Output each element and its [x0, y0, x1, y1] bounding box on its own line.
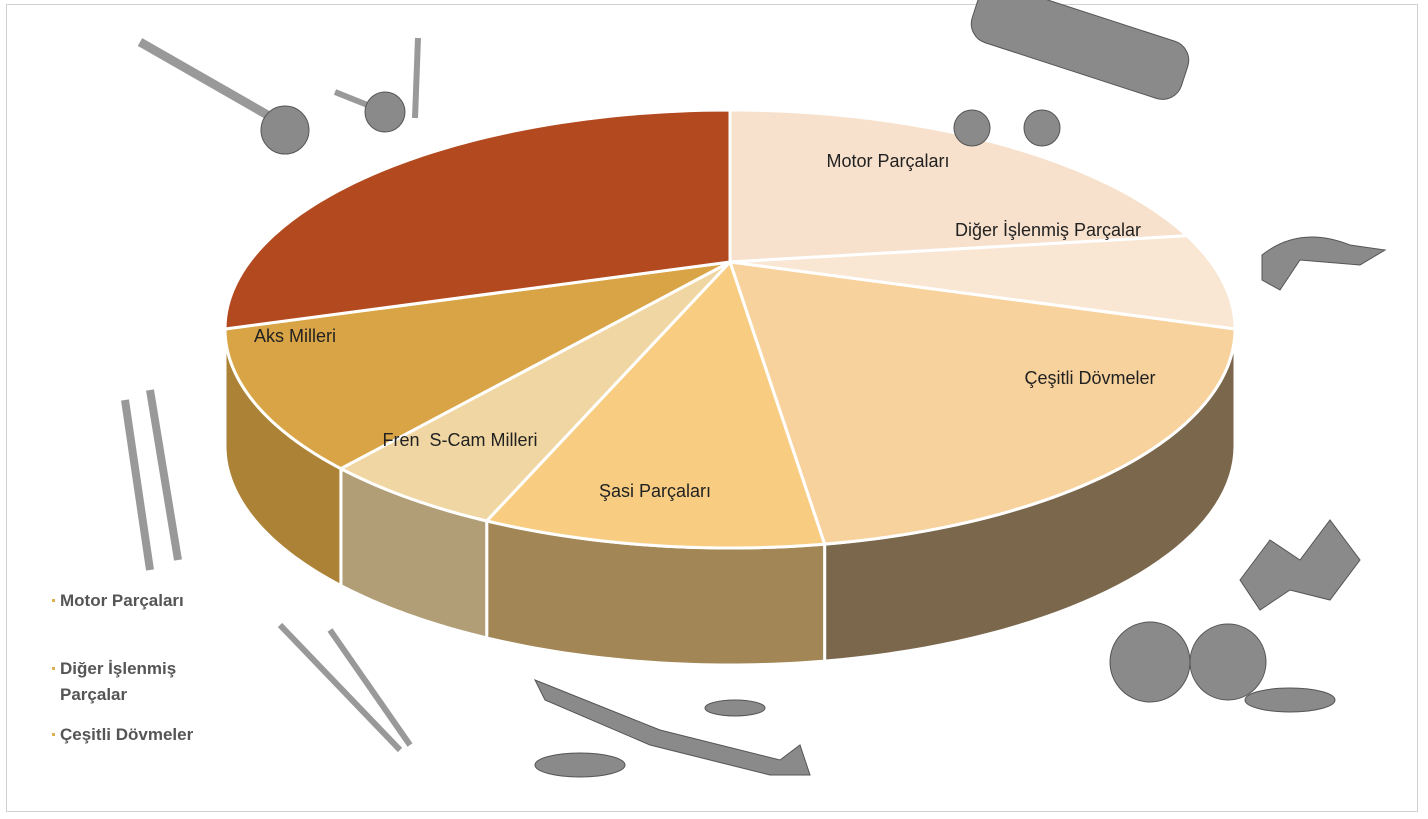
- legend-entry: Diğer İşlenmiş Parçalar: [52, 656, 210, 708]
- slice-label: Çeşitli Dövmeler: [1024, 368, 1155, 388]
- part-images: [121, 0, 1387, 778]
- slice: [729, 234, 1237, 331]
- legend-entry: Motor Parçaları: [52, 588, 240, 614]
- slice: [728, 108, 1191, 264]
- slice-label: Fren S-Cam Milleri: [382, 430, 537, 450]
- slice: [727, 260, 1237, 546]
- frame: [6, 4, 1418, 812]
- slice: [337, 260, 732, 523]
- slice-label: Motor Parçaları: [826, 151, 949, 171]
- slice-label: Diğer İşlenmiş Parçalar: [955, 220, 1141, 240]
- slice: [223, 108, 732, 331]
- slice-label: Şasi Parçaları: [599, 481, 711, 501]
- slice: [483, 259, 827, 550]
- legend-entry: Çeşitli Dövmeler: [52, 722, 240, 748]
- slice-label: Aks Milleri: [254, 326, 336, 346]
